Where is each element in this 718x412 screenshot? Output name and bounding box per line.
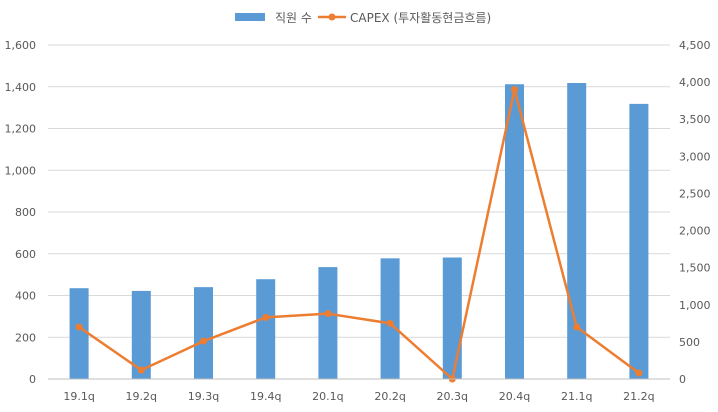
y-right-tick-label: 1,500: [679, 262, 711, 275]
y-left-tick-label: 0: [29, 373, 36, 386]
x-tick-label: 19.2q: [126, 390, 157, 403]
bar: [505, 84, 524, 380]
legend-label-employees: 직원 수: [275, 11, 312, 25]
capex-point: [262, 313, 270, 321]
y-right-tick-label: 4,000: [679, 76, 711, 89]
bar: [442, 257, 462, 379]
y-left-tick-label: 800: [15, 206, 36, 219]
legend-swatch-bar: [235, 13, 265, 21]
capex-point: [137, 366, 145, 374]
x-tick-label: 20.1q: [312, 390, 343, 403]
x-tick-label: 20.3q: [437, 390, 468, 403]
capex-point: [200, 337, 207, 345]
capex-line: [78, 88, 640, 381]
line-series: [75, 86, 643, 383]
y-right-tick-label: 2,500: [679, 187, 711, 200]
y-left-tick-label: 200: [15, 331, 36, 344]
bar-series: [69, 82, 649, 380]
y-left-tick-label: 600: [15, 248, 36, 261]
y-right-tick-label: 3,500: [679, 113, 711, 126]
y-left-tick-label: 1,200: [5, 123, 37, 136]
x-tick-label: 21.2q: [623, 390, 654, 403]
x-tick-label: 20.4q: [499, 390, 530, 403]
legend-swatch-marker: [328, 13, 336, 21]
x-tick-label: 20.2q: [374, 390, 405, 403]
axes: 0 200 400 600 800 1,000 1,200 1,400 1,600 0 500 1,0…: [5, 39, 711, 403]
x-tick-label: 21.1q: [561, 390, 592, 403]
bar: [194, 287, 213, 379]
y-left-tick-label: 1,000: [5, 164, 37, 177]
bar: [380, 258, 400, 379]
y-right-tick-label: 2,000: [679, 225, 711, 238]
bar: [131, 290, 151, 379]
x-tick-label: 19.3q: [188, 390, 219, 403]
legend: 직원 수 CAPEX (투자활동현금흐름): [235, 11, 491, 25]
bar: [318, 267, 338, 379]
capex-point: [573, 323, 581, 331]
capex-point: [386, 319, 394, 327]
legend-label-capex: CAPEX (투자활동현금흐름): [350, 11, 491, 25]
gridlines: [48, 44, 670, 380]
x-tick-label: 19.4q: [250, 390, 281, 403]
capex-point: [511, 86, 518, 94]
capex-point: [324, 310, 332, 318]
y-right-tick-label: 0: [679, 373, 686, 386]
y-right-tick-label: 3,000: [679, 150, 711, 163]
capex-point: [635, 369, 643, 377]
y-right-tick-label: 4,500: [679, 39, 711, 52]
bar: [567, 82, 587, 380]
y-right-tick-label: 1,000: [679, 299, 711, 312]
y-right-tick-label: 500: [679, 336, 700, 349]
bar: [256, 279, 276, 379]
y-left-tick-label: 400: [15, 290, 36, 303]
y-left-tick-label: 1,400: [5, 81, 37, 94]
capex-point: [75, 323, 83, 331]
y-left-tick-label: 1,600: [5, 39, 37, 52]
bar: [69, 288, 89, 379]
bar: [629, 103, 649, 380]
x-tick-label: 19.1q: [63, 390, 94, 403]
